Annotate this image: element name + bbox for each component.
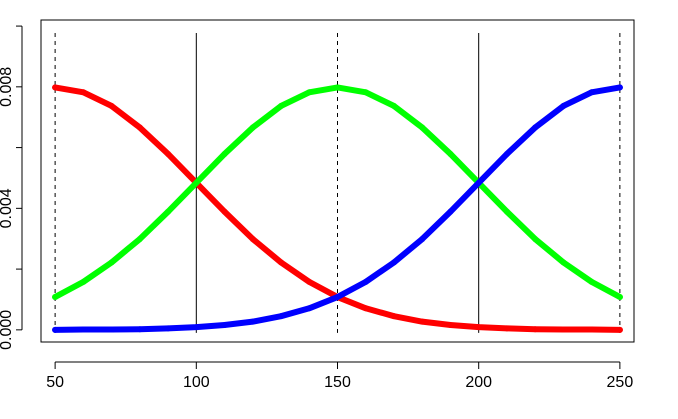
data-point — [419, 236, 426, 243]
data-point — [221, 208, 228, 215]
data-point — [221, 321, 228, 328]
data-point — [390, 259, 397, 266]
data-point — [165, 208, 172, 215]
data-point — [419, 124, 426, 131]
data-point — [193, 179, 200, 186]
vertical-reference-lines — [54, 33, 621, 333]
data-point — [475, 324, 482, 331]
data-point — [108, 326, 115, 333]
data-point — [532, 326, 539, 333]
data-point — [588, 89, 595, 96]
data-point — [306, 89, 313, 96]
data-point — [503, 208, 510, 215]
data-point — [588, 278, 595, 285]
data-point — [390, 102, 397, 109]
y-axis: 0.000 0.004 0.008 — [0, 25, 23, 350]
data-point — [362, 305, 369, 312]
data-point — [560, 102, 567, 109]
data-point — [306, 278, 313, 285]
data-point — [447, 321, 454, 328]
data-point — [108, 102, 115, 109]
data-point — [447, 208, 454, 215]
data-point — [249, 236, 256, 243]
data-point — [136, 236, 143, 243]
y-tick-label: 0.004 — [0, 188, 15, 228]
data-point — [52, 294, 59, 301]
data-point — [560, 326, 567, 333]
data-point — [532, 236, 539, 243]
x-axis: 50 100 150 200 250 — [46, 361, 634, 391]
data-point — [560, 259, 567, 266]
data-point — [80, 326, 87, 333]
data-point — [362, 89, 369, 96]
data-point — [52, 326, 59, 333]
data-point — [503, 325, 510, 332]
data-point — [616, 326, 623, 333]
data-point — [80, 278, 87, 285]
data-point — [334, 294, 341, 301]
y-tick-label: 0.000 — [0, 310, 15, 350]
x-tick-label: 150 — [324, 374, 351, 391]
data-point — [362, 278, 369, 285]
x-tick-label: 200 — [465, 374, 492, 391]
data-point — [503, 150, 510, 157]
data-point — [278, 259, 285, 266]
data-point — [249, 124, 256, 131]
data-point — [447, 150, 454, 157]
data-point — [165, 325, 172, 332]
data-point — [52, 84, 59, 91]
data-point — [136, 124, 143, 131]
plot-box — [40, 19, 635, 343]
data-point — [221, 150, 228, 157]
data-point — [588, 326, 595, 333]
data-point — [165, 150, 172, 157]
data-point — [306, 305, 313, 312]
data-point — [278, 102, 285, 109]
x-tick-label: 250 — [607, 374, 634, 391]
y-tick-label: 0.008 — [0, 67, 15, 107]
data-point — [616, 294, 623, 301]
data-point — [334, 84, 341, 91]
series-group — [52, 84, 623, 333]
data-point — [193, 324, 200, 331]
data-point — [532, 124, 539, 131]
data-point — [616, 84, 623, 91]
data-point — [278, 313, 285, 320]
data-point — [475, 179, 482, 186]
x-tick-label: 50 — [46, 374, 64, 391]
data-point — [249, 318, 256, 325]
data-point — [108, 259, 115, 266]
x-tick-label: 100 — [183, 374, 210, 391]
data-point — [80, 89, 87, 96]
data-point — [390, 313, 397, 320]
data-point — [419, 318, 426, 325]
data-point — [136, 326, 143, 333]
